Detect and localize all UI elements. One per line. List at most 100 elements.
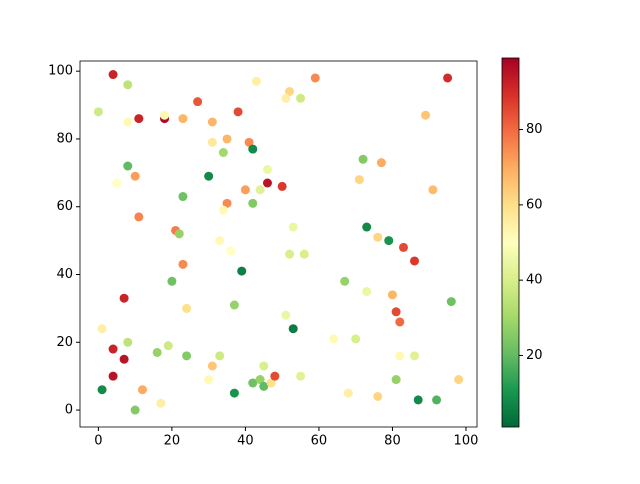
point [204, 171, 214, 181]
y-tick-label: 60 [56, 199, 73, 214]
point [285, 249, 295, 259]
point [358, 154, 368, 164]
x-tick-label: 20 [164, 434, 181, 449]
point [119, 354, 129, 364]
y-tick-label: 0 [65, 403, 73, 418]
point [362, 222, 372, 232]
point [410, 256, 420, 266]
point [340, 276, 350, 286]
point [137, 385, 147, 395]
point [123, 117, 133, 127]
point [248, 144, 258, 154]
point [182, 303, 192, 313]
point [93, 107, 103, 117]
point [163, 341, 173, 351]
point [395, 351, 405, 361]
point [240, 185, 250, 195]
x-tick-label: 60 [311, 434, 328, 449]
point [413, 395, 423, 405]
point [376, 158, 386, 168]
y-tick-label: 100 [48, 64, 73, 79]
point [193, 97, 203, 107]
point [178, 259, 188, 269]
x-tick-label: 0 [94, 434, 102, 449]
point [343, 388, 353, 398]
x-tick-label: 100 [454, 434, 479, 449]
point [222, 134, 232, 144]
x-tick-label: 80 [384, 434, 401, 449]
point [152, 347, 162, 357]
point [215, 236, 225, 246]
point [167, 276, 177, 286]
point [443, 73, 453, 83]
point [410, 351, 420, 361]
colorbar-tick-label: 20 [526, 348, 543, 363]
point [130, 405, 140, 415]
point [97, 385, 107, 395]
point [299, 249, 309, 259]
point [207, 117, 217, 127]
point [174, 229, 184, 239]
y-tick-label: 20 [56, 335, 73, 350]
point [266, 378, 276, 388]
point [108, 371, 118, 381]
point [123, 337, 133, 347]
point [182, 351, 192, 361]
y-tick-label: 80 [56, 131, 73, 146]
x-tick-label: 40 [237, 434, 254, 449]
point [421, 110, 431, 120]
point [119, 293, 129, 303]
point [354, 175, 364, 185]
point [178, 114, 188, 124]
point [391, 307, 401, 317]
point [108, 344, 118, 354]
point [351, 334, 361, 344]
point [428, 185, 438, 195]
point [207, 137, 217, 147]
point [97, 324, 107, 334]
point [395, 317, 405, 327]
point [222, 198, 232, 208]
point [329, 334, 339, 344]
colorbar-tick-label: 60 [526, 197, 543, 212]
point [226, 246, 236, 256]
point [262, 178, 272, 188]
point [387, 290, 397, 300]
point [391, 375, 401, 385]
point [134, 114, 144, 124]
point [277, 181, 287, 191]
point [373, 392, 383, 401]
point [288, 222, 298, 232]
point [270, 371, 280, 381]
point [123, 80, 133, 90]
point [218, 148, 228, 157]
point [296, 371, 306, 381]
point [204, 375, 214, 385]
point [237, 266, 247, 276]
point [248, 198, 258, 208]
point [373, 232, 383, 242]
point [178, 192, 188, 202]
point [446, 297, 456, 307]
point [229, 388, 239, 398]
colorbar-tick-label: 40 [526, 273, 543, 288]
point [244, 137, 254, 147]
point [108, 70, 118, 80]
point [255, 375, 265, 385]
point [454, 375, 464, 385]
point [432, 395, 442, 405]
point [362, 286, 372, 296]
point [229, 300, 239, 310]
point [160, 110, 170, 120]
point [248, 378, 258, 388]
point [218, 205, 228, 215]
point [296, 93, 306, 103]
point [398, 242, 408, 252]
y-tick-label: 40 [56, 267, 73, 282]
colorbar [501, 57, 520, 428]
point [281, 310, 291, 320]
point [251, 76, 261, 86]
point [233, 107, 243, 117]
point [112, 178, 122, 188]
